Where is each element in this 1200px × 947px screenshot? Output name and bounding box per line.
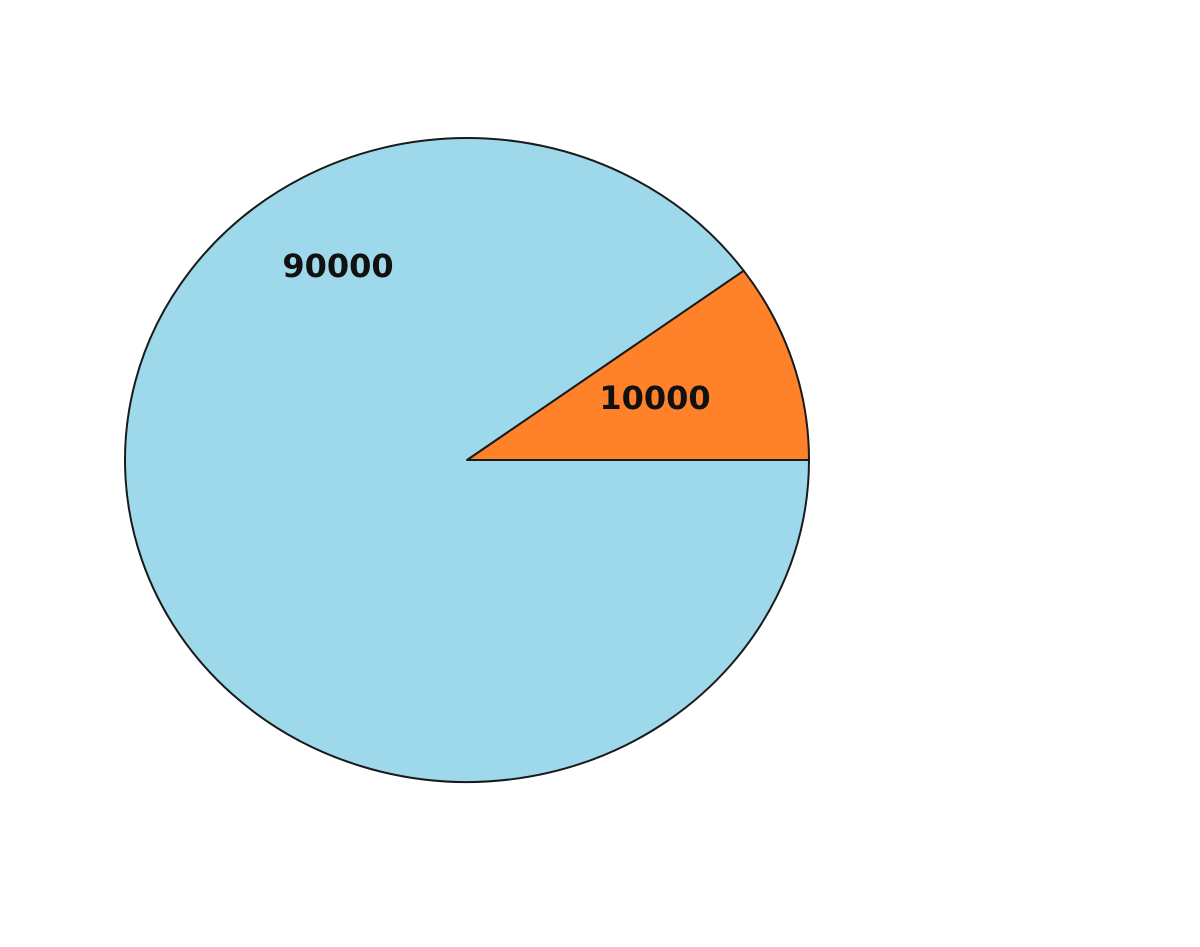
- pie-slice-10000: [466, 269, 810, 461]
- slice-label-10000: 10000: [599, 379, 710, 417]
- slice-label-90000: 90000: [282, 247, 393, 285]
- pie-labels: 10000 90000: [282, 247, 710, 417]
- pie-slice-90000: [124, 137, 810, 784]
- pie-slices: [124, 137, 810, 784]
